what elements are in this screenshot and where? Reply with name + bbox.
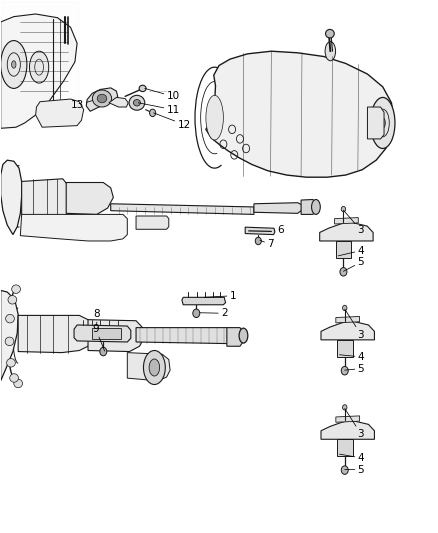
- Text: 11: 11: [138, 103, 180, 115]
- Ellipse shape: [1, 41, 27, 88]
- Polygon shape: [320, 222, 373, 241]
- Polygon shape: [182, 297, 226, 305]
- Text: 4: 4: [339, 453, 364, 463]
- Polygon shape: [1, 1, 79, 128]
- Bar: [337, 439, 353, 456]
- Ellipse shape: [129, 95, 145, 110]
- Polygon shape: [20, 214, 127, 241]
- Polygon shape: [21, 179, 67, 219]
- Ellipse shape: [12, 285, 21, 293]
- Polygon shape: [227, 328, 243, 346]
- Ellipse shape: [341, 367, 348, 375]
- Ellipse shape: [100, 348, 107, 356]
- Text: 4: 4: [338, 246, 364, 256]
- Text: 3: 3: [345, 408, 364, 439]
- Bar: [337, 340, 353, 357]
- Ellipse shape: [5, 337, 14, 345]
- Polygon shape: [127, 353, 170, 381]
- Ellipse shape: [239, 328, 248, 343]
- Polygon shape: [86, 88, 118, 111]
- Ellipse shape: [311, 199, 320, 214]
- Ellipse shape: [149, 359, 159, 376]
- Polygon shape: [206, 51, 394, 177]
- Polygon shape: [1, 290, 18, 381]
- Ellipse shape: [325, 29, 334, 38]
- Ellipse shape: [97, 94, 107, 103]
- Ellipse shape: [12, 61, 16, 68]
- Ellipse shape: [150, 109, 155, 117]
- Text: 2: 2: [200, 308, 228, 318]
- Text: 12: 12: [153, 113, 191, 130]
- Polygon shape: [136, 216, 169, 229]
- Polygon shape: [1, 160, 21, 235]
- Ellipse shape: [341, 466, 348, 474]
- Polygon shape: [1, 14, 77, 128]
- Text: 4: 4: [339, 352, 364, 362]
- Polygon shape: [35, 99, 84, 127]
- Polygon shape: [336, 416, 360, 422]
- Polygon shape: [136, 328, 229, 344]
- Bar: [92, 328, 121, 340]
- Ellipse shape: [193, 309, 200, 318]
- Text: 7: 7: [260, 239, 274, 249]
- Ellipse shape: [139, 85, 146, 92]
- Ellipse shape: [29, 51, 49, 83]
- Polygon shape: [367, 107, 384, 139]
- Ellipse shape: [343, 305, 347, 311]
- Ellipse shape: [206, 95, 223, 140]
- Polygon shape: [301, 199, 316, 214]
- Polygon shape: [111, 204, 254, 214]
- Bar: [336, 241, 351, 258]
- Polygon shape: [18, 316, 92, 353]
- Ellipse shape: [134, 100, 141, 106]
- Polygon shape: [74, 325, 131, 342]
- Text: 8: 8: [93, 309, 100, 325]
- Ellipse shape: [343, 405, 347, 410]
- Ellipse shape: [371, 98, 395, 149]
- Ellipse shape: [341, 206, 346, 212]
- Polygon shape: [254, 203, 302, 213]
- Text: 5: 5: [345, 465, 364, 474]
- Ellipse shape: [10, 374, 18, 382]
- Text: 5: 5: [345, 364, 364, 374]
- Ellipse shape: [92, 90, 112, 107]
- Text: 13: 13: [71, 100, 92, 110]
- Text: 3: 3: [343, 210, 364, 236]
- Polygon shape: [109, 98, 128, 107]
- Ellipse shape: [14, 379, 22, 387]
- Text: 6: 6: [274, 225, 283, 236]
- Ellipse shape: [325, 42, 336, 61]
- Text: 10: 10: [145, 88, 180, 101]
- Text: 1: 1: [204, 290, 236, 301]
- Ellipse shape: [7, 359, 15, 367]
- Ellipse shape: [144, 351, 165, 384]
- Polygon shape: [88, 320, 144, 352]
- Polygon shape: [321, 420, 374, 439]
- Polygon shape: [321, 321, 374, 340]
- Ellipse shape: [8, 295, 17, 304]
- Text: 9: 9: [92, 324, 105, 351]
- Ellipse shape: [380, 118, 385, 128]
- Ellipse shape: [255, 237, 261, 245]
- Polygon shape: [66, 182, 113, 214]
- Ellipse shape: [340, 268, 347, 276]
- Text: 5: 5: [343, 257, 364, 271]
- Ellipse shape: [6, 314, 14, 323]
- Polygon shape: [245, 227, 275, 235]
- Polygon shape: [336, 317, 360, 323]
- Polygon shape: [335, 217, 358, 224]
- Text: 3: 3: [345, 309, 364, 340]
